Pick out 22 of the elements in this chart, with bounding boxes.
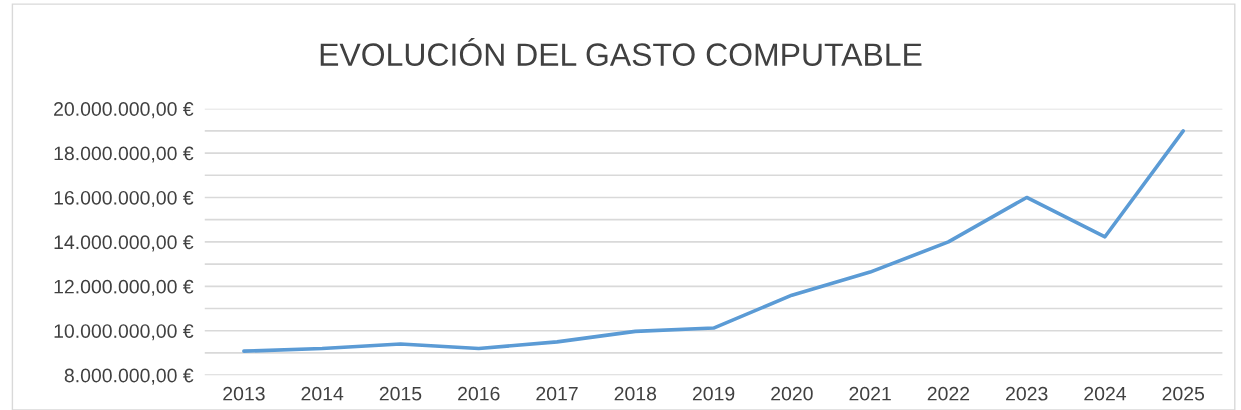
x-tick-label: 2020 [771,386,813,401]
y-tick-label: 14.000.000,00 € [54,235,194,252]
x-tick-label: 2019 [692,386,735,401]
y-tick-label: 10.000.000,00 € [54,324,194,341]
y-tick-label: 20.000.000,00 € [54,102,194,119]
chart-title: EVOLUCIÓN DEL GASTO COMPUTABLE [320,37,922,66]
x-tick-label: 2014 [301,386,344,401]
y-tick-label: 18.000.000,00 € [54,146,194,163]
y-tick-label: 12.000.000,00 € [54,279,194,296]
x-tick-label: 2015 [379,386,422,401]
x-tick-label: 2017 [536,386,578,401]
line-series [242,129,1186,353]
y-tick-label: 16.000.000,00 € [54,190,194,208]
x-tick-label: 2022 [927,386,970,401]
x-tick-label: 2023 [1006,386,1048,401]
y-tick-label: 8.000.000,00 € [64,368,194,385]
x-tick-label: 2021 [849,386,891,401]
x-tick-label: 2013 [223,386,265,401]
x-tick-label: 2024 [1084,386,1127,401]
x-tick-label: 2016 [458,386,500,401]
x-tick-label: 2025 [1162,386,1205,401]
x-tick-label: 2018 [614,386,657,401]
